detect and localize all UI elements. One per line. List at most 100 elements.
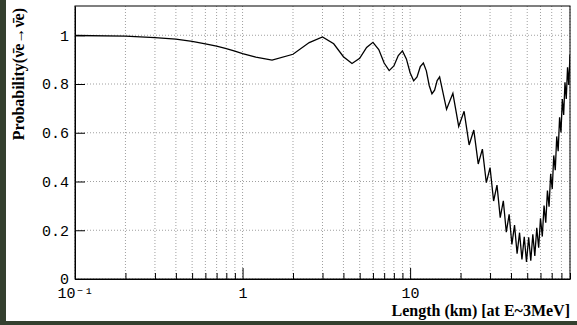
x-tick-mark (176, 273, 177, 279)
x-tick-mark (192, 273, 193, 279)
x-tick-mark (540, 273, 541, 279)
x-tick-mark (155, 273, 156, 279)
x-tick-mark (527, 273, 528, 279)
x-tick-mark (552, 273, 553, 279)
x-tick-mark (461, 273, 462, 279)
y-tick: 0.6 (42, 126, 85, 143)
y-tick-mark (75, 133, 85, 134)
chart: 10⁻¹11000.20.40.60.81Length (km) [at E~3… (0, 0, 577, 325)
y-tick-mark (75, 84, 85, 85)
x-tick-mark (226, 273, 227, 279)
marks (75, 35, 570, 261)
y-tick: 1 (60, 29, 85, 46)
y-tick-label: 1 (60, 29, 69, 46)
y-tick: 0 (60, 272, 85, 289)
x-tick (540, 273, 541, 279)
grid-line-x (242, 6, 243, 279)
x-tick-mark (394, 273, 395, 279)
x-tick (552, 273, 553, 279)
grid-line-x (154, 6, 155, 279)
grid-line-x (175, 6, 176, 279)
x-tick (226, 273, 227, 279)
x-tick-mark (384, 273, 385, 279)
plot: 10⁻¹11000.20.40.60.81 (42, 6, 571, 303)
x-tick (360, 273, 361, 279)
x-tick-mark (402, 273, 403, 279)
x-tick-mark (323, 273, 324, 279)
x-tick-mark (243, 268, 244, 279)
grid-line-x (561, 6, 562, 279)
grid-line-x (402, 6, 403, 279)
x-tick-mark (205, 273, 206, 279)
y-tick: 0.8 (42, 77, 85, 94)
x-tick-mark (125, 273, 126, 279)
x-tick (402, 273, 403, 279)
plot-frame (75, 6, 570, 279)
x-tick (461, 273, 462, 279)
grid-line-x (192, 6, 193, 279)
x-tick (217, 273, 218, 279)
y-tick-mark (75, 35, 85, 36)
x-tick (561, 273, 562, 279)
grid-line-y (75, 132, 570, 133)
y-tick-mark (75, 230, 85, 231)
x-tick (527, 273, 528, 279)
x-tick-mark (360, 273, 361, 279)
x-tick (323, 273, 324, 279)
x-tick (394, 273, 395, 279)
y-tick-label: 0.6 (42, 126, 69, 143)
grid-line-y (75, 35, 570, 36)
grid-line-x (410, 6, 411, 279)
grid-line-x (384, 6, 385, 279)
grid-line-x (372, 6, 373, 279)
grid-line-x (125, 6, 126, 279)
y-tick-label: 0.2 (42, 224, 69, 241)
grid-line-y (75, 230, 570, 231)
x-tick: 10 (402, 268, 420, 303)
y-tick: 0.2 (42, 224, 85, 241)
x-tick-label: 10 (402, 286, 420, 303)
grid-line-x (205, 6, 206, 279)
x-tick: 1 (239, 268, 248, 303)
x-tick (511, 273, 512, 279)
grid-line-x (393, 6, 394, 279)
x-tick (155, 273, 156, 279)
grid-line-x (551, 6, 552, 279)
y-tick-label: 0.4 (42, 175, 69, 192)
grid (75, 6, 570, 279)
grid-line-x (359, 6, 360, 279)
grid-line-x (460, 6, 461, 279)
x-tick-mark (293, 273, 294, 279)
x-tick-mark (235, 273, 236, 279)
y-tick-mark (75, 182, 85, 183)
x-tick-mark (561, 273, 562, 279)
y-tick: 0.4 (42, 175, 85, 192)
x-tick-label: 1 (239, 286, 248, 303)
grid-line-y (75, 181, 570, 182)
y-axis-title: Probability(ν̄e→ν̄e) (10, 8, 28, 140)
y-tick-label: 0 (60, 272, 69, 289)
x-tick (192, 273, 193, 279)
x-tick (205, 273, 206, 279)
grid-line-x (226, 6, 227, 279)
x-tick (373, 273, 374, 279)
grid-line-x (343, 6, 344, 279)
x-tick-mark (217, 273, 218, 279)
grid-line-y (75, 84, 570, 85)
x-tick (384, 273, 385, 279)
x-tick-mark (490, 273, 491, 279)
x-tick (176, 273, 177, 279)
x-tick-mark (373, 273, 374, 279)
grid-line-x (527, 6, 528, 279)
grid-line-x (322, 6, 323, 279)
x-tick-mark (343, 273, 344, 279)
x-tick (125, 273, 126, 279)
grid-line-x (490, 6, 491, 279)
y-tick-label: 0.8 (42, 77, 69, 94)
x-tick (490, 273, 491, 279)
probability-line (75, 35, 570, 261)
x-tick-mark (511, 273, 512, 279)
canvas-background (6, 0, 577, 321)
x-tick-mark (410, 268, 411, 279)
grid-line-x (234, 6, 235, 279)
